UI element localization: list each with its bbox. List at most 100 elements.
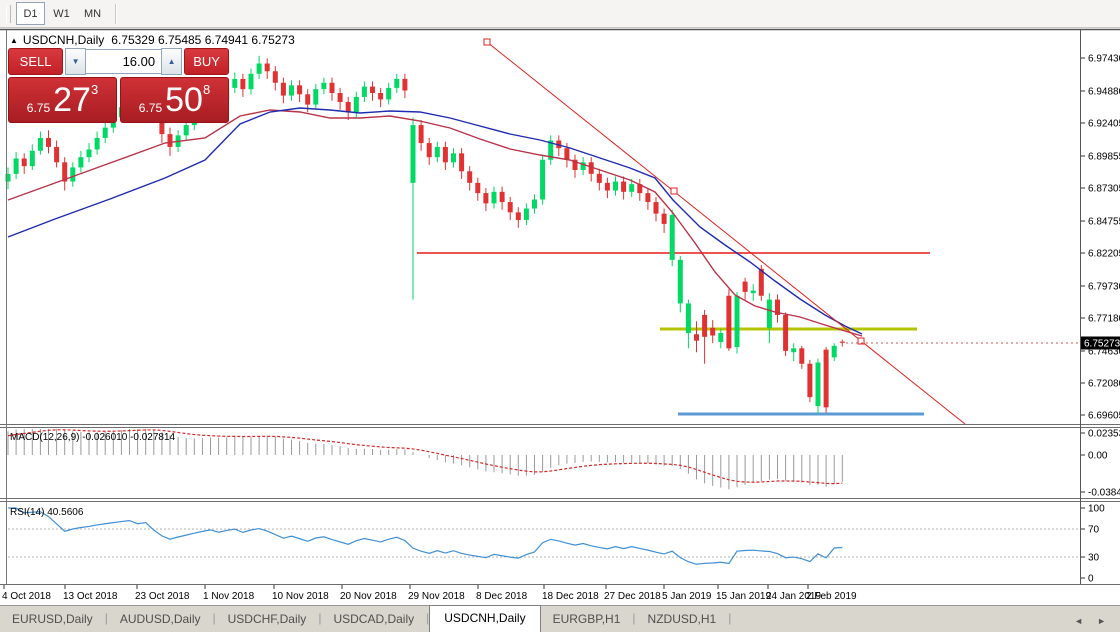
date-axis-label: 23 Oct 2018 <box>135 591 190 602</box>
candle-body <box>451 153 456 163</box>
candle-body <box>475 182 481 194</box>
candle-body <box>426 143 432 158</box>
candle-body <box>410 125 416 183</box>
candle-body <box>637 184 643 194</box>
sell-price-tile[interactable]: 6.75 27 3 <box>8 77 117 123</box>
candle-body <box>232 78 238 88</box>
candle-body <box>540 159 546 200</box>
timeframe-button-mn[interactable]: MN <box>83 7 102 20</box>
volume-decrease-button[interactable]: ▼ <box>65 48 87 75</box>
buy-button[interactable]: BUY <box>184 48 229 75</box>
volume-input[interactable] <box>86 49 162 74</box>
candle-body <box>94 137 100 150</box>
candle-body <box>54 146 60 163</box>
macd-signal-line <box>7 429 843 485</box>
timeframe-buttons: D1 W1 MN <box>16 2 109 25</box>
date-axis-label: 24 Jan 2019 <box>766 591 821 602</box>
tab-separator: | <box>212 610 216 625</box>
sell-button[interactable]: SELL <box>8 48 64 75</box>
ohlc-values: 6.75329 6.75485 6.74941 6.75273 <box>111 33 295 47</box>
timeframe-toolbar: D1 W1 MN <box>0 0 1120 28</box>
tab-scroll-right-icon[interactable]: ► <box>1097 616 1106 626</box>
candle-body <box>653 202 659 214</box>
buy-price-prefix: 6.75 <box>138 101 163 115</box>
tab-usdcnh-daily[interactable]: USDCNH,Daily <box>429 605 541 632</box>
candle-body <box>548 140 554 160</box>
sell-price-pip: 3 <box>90 82 99 97</box>
candle-body <box>742 281 748 292</box>
tab-audusd-daily[interactable]: AUDUSD,Daily <box>119 612 201 626</box>
candle-body <box>5 173 11 182</box>
candle-body <box>596 173 602 183</box>
price-axis-label: 6.72080 <box>1088 379 1120 390</box>
tab-separator: | <box>426 610 430 625</box>
candle-body <box>442 146 448 163</box>
candle-body <box>345 102 351 113</box>
candle-body <box>604 182 610 191</box>
tab-scroll-left-icon[interactable]: ◄ <box>1074 616 1084 626</box>
candle-body <box>677 259 683 304</box>
candle-body <box>467 171 473 183</box>
candle-body <box>775 299 780 315</box>
candle-body <box>815 362 821 407</box>
trendline-handle[interactable] <box>670 187 678 195</box>
date-axis-label: 4 Oct 2018 <box>2 591 51 602</box>
timeframe-button-w1[interactable]: W1 <box>53 7 70 20</box>
tab-nzdusd-h1[interactable]: NZDUSD,H1 <box>647 612 717 626</box>
candle-body <box>734 295 740 348</box>
candle-body <box>483 193 489 204</box>
candle-body <box>256 63 262 74</box>
tab-separator: | <box>728 610 732 625</box>
chart-title: ▲ USDCNH,Daily 6.75329 6.75485 6.74941 6… <box>10 33 295 47</box>
buy-price-tile[interactable]: 6.75 50 8 <box>120 77 229 123</box>
candle-body <box>459 153 465 172</box>
rsi-axis-label: 30 <box>1088 553 1100 564</box>
candle-body <box>297 85 303 95</box>
candle-body <box>86 149 92 158</box>
volume-increase-button[interactable]: ▲ <box>161 48 183 75</box>
chart-window: 6.97430 6.94880 6.92405 6.89855 6.87305 6.847… <box>0 28 1120 605</box>
candle-body <box>532 199 537 209</box>
toolbar-divider <box>115 3 117 24</box>
tab-eurusd-daily[interactable]: EURUSD,Daily <box>12 612 93 626</box>
date-axis-label: 10 Nov 2018 <box>272 591 329 602</box>
collapse-triangle-icon[interactable]: ▲ <box>10 35 18 45</box>
candle-body <box>378 93 384 100</box>
trendline-handle[interactable] <box>483 38 491 46</box>
price-axis-label: 6.89855 <box>1088 152 1120 163</box>
candle-body <box>102 127 108 138</box>
tab-usdchf-daily[interactable]: USDCHF,Daily <box>227 612 307 626</box>
tab-usdcad-daily[interactable]: USDCAD,Daily <box>333 612 415 626</box>
trendline-handle[interactable] <box>857 337 865 345</box>
candle-body <box>159 114 165 135</box>
candle-body <box>289 85 294 96</box>
tab-separator: | <box>104 610 108 625</box>
candle-body <box>661 213 667 224</box>
tab-scroll-arrows: ◄ ► <box>1074 616 1120 632</box>
volume-stepper: ▼ ▲ <box>65 48 183 75</box>
rsi-axis-label: 70 <box>1088 525 1100 536</box>
tab-eurgbp-h1[interactable]: EURGBP,H1 <box>552 612 621 626</box>
candle-body <box>823 349 829 408</box>
candle-body <box>580 162 586 171</box>
timeframe-button-d1[interactable]: D1 <box>16 2 45 25</box>
candle-body <box>629 184 635 192</box>
candle-body <box>572 159 578 171</box>
candle-body <box>418 125 424 144</box>
price-axis-label: 6.97430 <box>1088 54 1120 65</box>
price-axis-label: 6.69605 <box>1088 411 1120 422</box>
macd-axis-label: 0.023534 <box>1088 429 1120 440</box>
price-axis-label: 6.79730 <box>1088 282 1120 293</box>
candle-body <box>434 146 440 158</box>
descending-trendline[interactable] <box>486 41 966 425</box>
candle-body <box>726 295 732 349</box>
date-axis-label: 27 Dec 2018 <box>604 591 661 602</box>
candle-body <box>321 82 327 90</box>
candle-body <box>564 148 570 160</box>
candle-body <box>305 94 311 105</box>
date-axis-label: 2 Feb 2019 <box>806 591 857 602</box>
price-axis-label: 6.87305 <box>1088 184 1120 195</box>
candle-body <box>839 341 845 343</box>
candle-body <box>370 86 375 94</box>
